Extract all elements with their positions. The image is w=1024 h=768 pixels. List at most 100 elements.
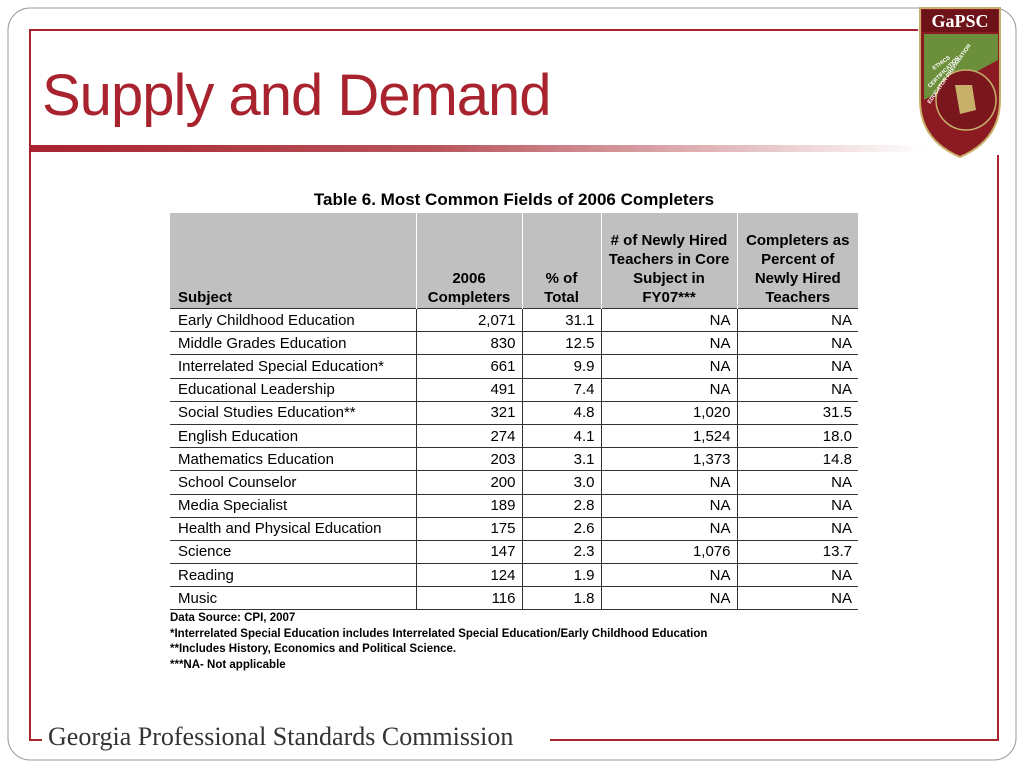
table-cell: 200: [415, 470, 523, 495]
table-row: Social Studies Education** 321 4.8 1,020 31.…: [170, 400, 858, 425]
table-cell: 830: [415, 331, 523, 356]
table-cell: 2.8: [521, 493, 602, 518]
footnote: ***NA- Not applicable: [170, 658, 286, 671]
table-cell: 189: [415, 493, 523, 518]
table-cell: 2.6: [521, 516, 602, 541]
table-cell: 274: [415, 423, 523, 449]
column-header: Subject: [170, 213, 416, 309]
table-cell: Interrelated Special Education*: [170, 354, 417, 379]
column-header: % of Total: [521, 213, 601, 309]
table-cell: 147: [415, 539, 523, 565]
table-cell: NA: [736, 377, 858, 402]
table-cell: NA: [736, 563, 858, 588]
table-row: Science 147 2.3 1,076 13.7: [170, 539, 858, 565]
table-row: Mathematics Education 203 3.1 1,373 14.8: [170, 447, 858, 472]
table-cell: 9.9: [521, 354, 602, 379]
table-cell: NA: [736, 354, 858, 379]
table-cell: Reading: [170, 563, 417, 588]
table-cell: NA: [736, 586, 858, 611]
table-row: Music 116 1.8 NA NA: [170, 586, 858, 611]
table-cell: NA: [736, 470, 858, 495]
table-row: Educational Leadership 491 7.4 NA NA: [170, 377, 858, 402]
title-rule: [30, 145, 925, 152]
table-cell: 175: [415, 516, 523, 541]
table-row: School Counselor 200 3.0 NA NA: [170, 470, 858, 495]
table-cell: 1,020: [600, 400, 738, 425]
table-cell: 124: [415, 563, 523, 588]
table-cell: Educational Leadership: [170, 377, 417, 402]
table-cell: NA: [736, 331, 858, 356]
table-row: Reading 124 1.9 NA NA: [170, 563, 858, 588]
footnote: **Includes History, Economics and Politi…: [170, 643, 457, 655]
table-cell: 1,076: [600, 539, 738, 565]
table-cell: 13.7: [736, 539, 858, 565]
table-cell: Science: [170, 539, 417, 565]
table-cell: 203: [415, 447, 523, 472]
footnote: Data Source: CPI, 2007: [170, 612, 296, 624]
table-cell: NA: [600, 354, 738, 379]
table-cell: NA: [600, 586, 738, 611]
table-row: Middle Grades Education 830 12.5 NA NA: [170, 331, 858, 356]
table-cell: 1,524: [600, 423, 738, 449]
table-cell: 1.9: [521, 563, 602, 588]
table-cell: NA: [736, 493, 858, 518]
table-cell: 321: [415, 400, 523, 425]
table-row: Media Specialist 189 2.8 NA NA: [170, 493, 858, 518]
column-header: Completers as Percent of Newly Hired Tea…: [736, 213, 858, 309]
table-cell: 31.1: [521, 307, 602, 333]
table-cell: English Education: [170, 423, 417, 449]
column-header: 2006 Completers: [415, 213, 522, 309]
table-cell: Health and Physical Education: [170, 516, 417, 541]
table-cell: 2,071: [415, 307, 523, 333]
table-row: Early Childhood Education 2,071 31.1 NA NA: [170, 307, 858, 333]
footer: Georgia Professional Standards Commissio…: [48, 722, 520, 752]
logo-name: GaPSC: [931, 11, 988, 31]
table-cell: Middle Grades Education: [170, 331, 417, 356]
table-cell: 661: [415, 354, 523, 379]
table-cell: Media Specialist: [170, 493, 417, 518]
red-frame: [29, 29, 999, 741]
table-cell: 491: [415, 377, 523, 402]
table-cell: 2.3: [521, 539, 602, 565]
table-cell: 31.5: [736, 400, 858, 425]
table-cell: NA: [600, 493, 738, 518]
table-cell: NA: [736, 516, 858, 541]
footnote: *Interrelated Special Education includes…: [170, 627, 708, 640]
table-cell: 1.8: [521, 586, 602, 611]
table-cell: 3.0: [521, 470, 602, 495]
table-cell: Mathematics Education: [170, 447, 417, 472]
table-cell: NA: [600, 516, 738, 541]
table-body: Early Childhood Education 2,071 31.1 NA NA Mi…: [170, 307, 858, 611]
table-cell: 3.1: [521, 447, 602, 472]
slide-border: [7, 7, 1017, 761]
table-cell: Early Childhood Education: [170, 307, 417, 333]
table-row: Interrelated Special Education* 661 9.9 NA N…: [170, 354, 858, 379]
slide-title: Supply and Demand: [42, 63, 552, 128]
logo: GaPSC ETHICS CERTIFICATION EDUCATOR PREP…: [919, 7, 1001, 159]
table-cell: 4.8: [521, 400, 602, 425]
table-cell: NA: [600, 307, 738, 333]
table-cell: NA: [600, 470, 738, 495]
column-header: # of Newly Hired Teachers in Core Subjec…: [600, 213, 737, 309]
header-row: Subject 2006 Completers% of Total # of New…: [170, 213, 858, 309]
table-cell: 4.1: [521, 423, 602, 449]
table-cell: 7.4: [521, 377, 602, 402]
table-cell: 1,373: [600, 447, 738, 472]
table-cell: 12.5: [521, 331, 602, 356]
footnotes: Data Source: CPI, 2007 *Interrelated Spec…: [170, 611, 707, 673]
table-cell: NA: [600, 377, 738, 402]
table-cell: NA: [600, 563, 738, 588]
table-cell: Music: [170, 586, 417, 611]
table-row: English Education 274 4.1 1,524 18.0: [170, 423, 858, 449]
table-cell: 116: [415, 586, 523, 611]
table-cell: Social Studies Education**: [170, 400, 417, 425]
table-cell: 14.8: [736, 447, 858, 472]
table-cell: 18.0: [736, 423, 858, 449]
table-cell: School Counselor: [170, 470, 417, 495]
data-table: Subject 2006 Completers% of Total # of New…: [170, 213, 858, 611]
table-row: Health and Physical Education 175 2.6 NA NA: [170, 516, 858, 541]
table-caption: Table 6. Most Common Fields of 2006 Comp…: [313, 190, 715, 209]
table-cell: NA: [736, 307, 858, 333]
